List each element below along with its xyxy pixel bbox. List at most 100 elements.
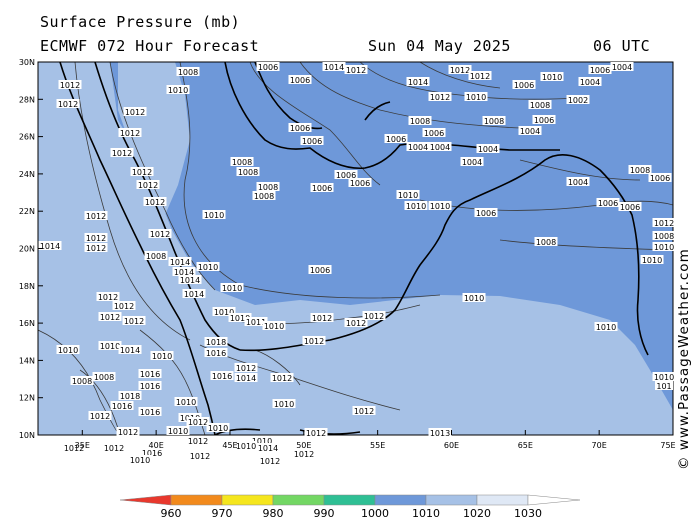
svg-text:1012: 1012 (118, 428, 138, 437)
isobar-label: 1010 (174, 397, 198, 407)
svg-text:1010: 1010 (168, 427, 188, 436)
svg-text:1006: 1006 (620, 203, 640, 212)
svg-text:1006: 1006 (650, 174, 670, 183)
isobar-label: 1012 (148, 229, 172, 239)
svg-text:1006: 1006 (312, 184, 332, 193)
svg-text:1006: 1006 (514, 81, 534, 90)
svg-text:1012: 1012 (188, 437, 208, 446)
legend-label: 1000 (361, 507, 389, 520)
svg-text:1012: 1012 (86, 244, 106, 253)
isobar-label: 1010 (464, 92, 488, 102)
latitude-labels: 30N 28N 26N 24N 22N 20N 18N 16N 14N 12N 10N (19, 58, 43, 440)
svg-text:1004: 1004 (520, 127, 540, 136)
isobar-label: 1004 (476, 144, 500, 154)
svg-text:1012: 1012 (430, 93, 450, 102)
isobar-label: 1012 (428, 92, 452, 102)
isobar-label: 1008 (534, 237, 558, 247)
isobar-label: 1014 (172, 267, 196, 277)
isobar-label: 1010 (404, 201, 428, 211)
lat-label: 24N (19, 170, 35, 179)
isobar-label: 1010 (202, 210, 226, 220)
isobar-label: 1008 (144, 251, 168, 261)
isobar-label: 1016 (210, 371, 234, 381)
legend-label: 980 (263, 507, 284, 520)
svg-text:1006: 1006 (336, 171, 356, 180)
isobar-label: 1016 (138, 369, 162, 379)
isobar-label: 1012 (234, 363, 258, 373)
lon-label: 60E (444, 441, 459, 450)
isobar-label: 1010 (150, 351, 174, 361)
lat-label: 28N (19, 95, 35, 104)
isobar-label: 1014 (234, 373, 258, 383)
isobar-label: 1012 (136, 180, 160, 190)
isobar-label: 1010 (428, 201, 452, 211)
svg-text:1012: 1012 (450, 66, 470, 75)
isobar-label: 1006 (334, 170, 358, 180)
svg-text:1013: 1013 (430, 429, 450, 438)
isobar-label: 1012 (110, 148, 134, 158)
svg-text:1012: 1012 (104, 444, 124, 453)
isobar-label: 1008 (230, 157, 254, 167)
svg-text:1010: 1010 (204, 211, 224, 220)
isobar-label: 1016 (204, 348, 228, 358)
svg-text:1014: 1014 (236, 374, 256, 383)
isobar-label: 1006 (596, 198, 620, 208)
svg-text:1012: 1012 (124, 317, 144, 326)
isobar-label: 1014 (256, 443, 280, 453)
isobar-label: 1012 (123, 107, 147, 117)
svg-text:1012: 1012 (100, 313, 120, 322)
svg-text:1012: 1012 (90, 412, 110, 421)
svg-text:1006: 1006 (590, 66, 610, 75)
lon-label: 50E (296, 441, 311, 450)
svg-text:1004: 1004 (430, 143, 450, 152)
isobar-label: 1012 (362, 311, 386, 321)
svg-text:1012: 1012 (132, 168, 152, 177)
isobar-label: 1008 (628, 165, 652, 175)
svg-text:1006: 1006 (534, 116, 554, 125)
isobar-label: 1013 (428, 428, 452, 438)
svg-text:1012: 1012 (236, 364, 256, 373)
legend-swatch (374, 494, 427, 506)
svg-text:1010: 1010 (236, 442, 256, 451)
svg-text:1016: 1016 (140, 382, 160, 391)
legend-swatch (527, 494, 581, 506)
isobar-label: 1012 (84, 233, 108, 243)
legend-swatch (425, 494, 478, 506)
isobar-label: 1014 (118, 345, 142, 355)
isobar-label: 1010 (166, 85, 190, 95)
isobar-label: 1008 (408, 116, 432, 126)
svg-text:1014: 1014 (40, 242, 60, 251)
svg-text:1014: 1014 (170, 258, 190, 267)
pressure-band-1010-1020 (38, 62, 673, 435)
isobar-label: 1010 (56, 345, 80, 355)
svg-text:1012: 1012 (120, 129, 140, 138)
isobar-label: 1012 (448, 65, 472, 75)
isobar-label: 1010 (594, 322, 618, 332)
lon-label: 65E (518, 441, 533, 450)
svg-text:1018: 1018 (120, 392, 140, 401)
lon-label: 55E (370, 441, 385, 450)
legend-swatch (272, 494, 325, 506)
lat-label: 10N (19, 431, 35, 440)
svg-text:101: 101 (656, 382, 671, 391)
svg-text:1014: 1014 (180, 276, 200, 285)
svg-text:1012: 1012 (145, 198, 165, 207)
svg-text:1012: 1012 (188, 418, 208, 427)
svg-text:1012: 1012 (138, 181, 158, 190)
isobar-label: 1012 (102, 443, 126, 453)
isobar-label: 1014 (182, 289, 206, 299)
isobar-label: 1016 (138, 407, 162, 417)
svg-text:1014: 1014 (174, 268, 194, 277)
svg-text:1004: 1004 (580, 78, 600, 87)
svg-text:1010: 1010 (654, 373, 674, 382)
isobar-label: 1012 (98, 312, 122, 322)
svg-text:1008: 1008 (654, 232, 674, 241)
isobar-label: 1010 (540, 72, 564, 82)
svg-text:1012: 1012 (306, 429, 326, 438)
isobar-label: 1012 (88, 411, 112, 421)
isobar-label: 1006 (310, 183, 334, 193)
isobar-label: 1012 (122, 316, 146, 326)
svg-text:1004: 1004 (612, 63, 632, 72)
svg-text:1012: 1012 (98, 293, 118, 302)
isobar-label: 101 (655, 381, 673, 391)
